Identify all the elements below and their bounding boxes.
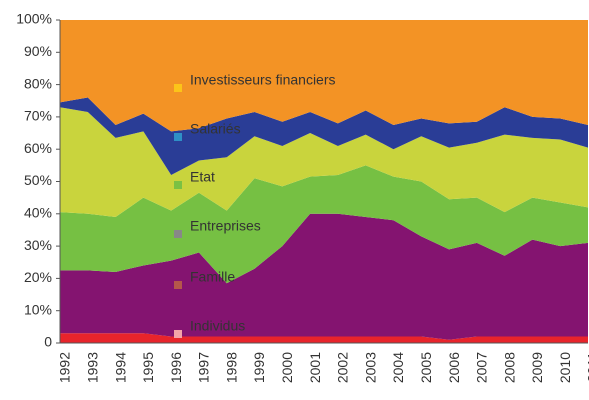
x-tick-label: 1995 bbox=[140, 352, 156, 383]
y-tick-label: 10% bbox=[24, 301, 52, 317]
x-tick-label: 1992 bbox=[57, 352, 73, 383]
area bbox=[60, 213, 588, 340]
x-tick-label: 2000 bbox=[279, 352, 295, 383]
legend-marker bbox=[174, 281, 182, 289]
x-tick-label: 1998 bbox=[223, 352, 239, 383]
legend-label: Entreprises bbox=[190, 218, 261, 234]
x-tick-label: 1996 bbox=[168, 352, 184, 383]
y-tick-label: 40% bbox=[24, 205, 52, 221]
legend-marker bbox=[174, 84, 182, 92]
x-tick-label: 1997 bbox=[196, 352, 212, 383]
x-tick-label: 2002 bbox=[335, 352, 351, 383]
x-tick-label: 2006 bbox=[446, 352, 462, 383]
legend-marker bbox=[174, 230, 182, 238]
x-tick-label: 2011 bbox=[585, 352, 589, 382]
legend-label: Individus bbox=[190, 318, 245, 334]
area bbox=[60, 97, 588, 176]
y-tick-label: 100% bbox=[16, 11, 52, 27]
area bbox=[60, 333, 588, 343]
x-tick-label: 1999 bbox=[251, 352, 267, 383]
y-tick-label: 30% bbox=[24, 237, 52, 253]
x-tick-label: 2010 bbox=[557, 352, 573, 383]
y-tick-label: 20% bbox=[24, 269, 52, 285]
x-tick-label: 1994 bbox=[112, 352, 128, 383]
legend-marker bbox=[174, 181, 182, 189]
x-tick-label: 2007 bbox=[474, 352, 490, 383]
area bbox=[60, 165, 588, 284]
legend-label: Famille bbox=[190, 269, 235, 285]
legend-label: Investisseurs financiers bbox=[190, 72, 336, 88]
y-tick-label: 80% bbox=[24, 75, 52, 91]
x-tick-label: 1993 bbox=[84, 352, 100, 383]
y-tick-label: 70% bbox=[24, 108, 52, 124]
area bbox=[60, 20, 588, 132]
y-tick-label: 0 bbox=[44, 334, 52, 350]
area bbox=[60, 107, 588, 218]
x-tick-label: 2005 bbox=[418, 352, 434, 383]
y-tick-label: 90% bbox=[24, 43, 52, 59]
x-tick-label: 2008 bbox=[501, 352, 517, 383]
legend-label: Salariés bbox=[190, 121, 241, 137]
x-tick-label: 2004 bbox=[390, 352, 406, 383]
x-tick-label: 2003 bbox=[362, 352, 378, 383]
y-tick-label: 50% bbox=[24, 172, 52, 188]
legend-label: Etat bbox=[190, 169, 215, 185]
x-tick-label: 2001 bbox=[307, 352, 323, 383]
legend-marker bbox=[174, 133, 182, 141]
legend-marker bbox=[174, 330, 182, 338]
y-tick-label: 60% bbox=[24, 140, 52, 156]
x-tick-label: 2009 bbox=[529, 352, 545, 383]
